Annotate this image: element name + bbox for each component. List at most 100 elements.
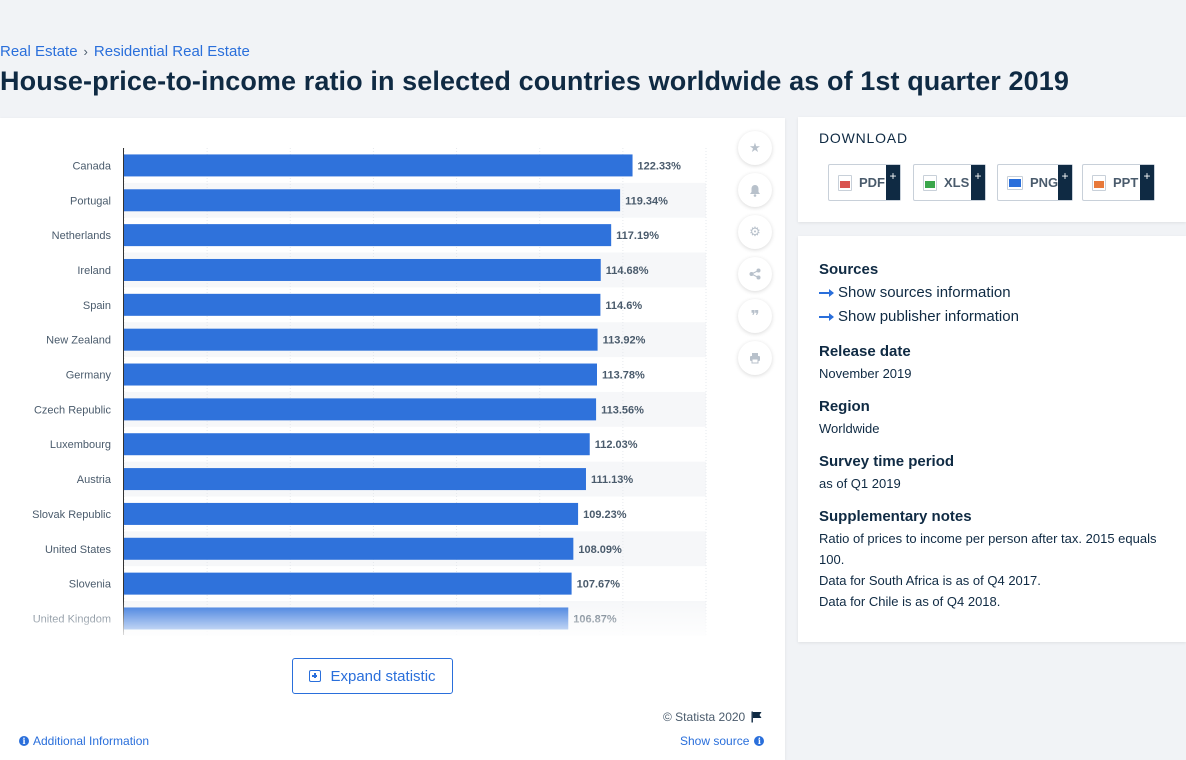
sources-title: Sources: [819, 261, 879, 278]
data-label: 108.09%: [578, 544, 622, 556]
supplementary-notes-label: Supplementary notes: [819, 508, 972, 525]
quote-icon: ❞: [750, 308, 760, 325]
y-tick-label: Canada: [72, 160, 111, 172]
region-value: Worldwide: [819, 421, 880, 436]
release-date-label: Release date: [819, 343, 911, 360]
bar: [124, 363, 597, 386]
page-title: House-price-to-income ratio in selected …: [0, 66, 1069, 96]
plus-icon: +: [971, 165, 985, 200]
y-tick-label: Slovak Republic: [32, 509, 111, 521]
download-title: DOWNLOAD: [819, 130, 908, 146]
bar: [124, 328, 598, 351]
share-button[interactable]: [738, 257, 772, 291]
note-line: Data for South Africa is as of Q4 2017.: [819, 573, 1041, 588]
source-card: Sources Show sources information Show pu…: [798, 236, 1186, 642]
note-line: Ratio of prices to income per person aft…: [819, 531, 1157, 567]
bar: [124, 398, 597, 421]
arrow-right-icon: [819, 288, 834, 297]
show-source-label: Show source: [680, 734, 750, 748]
download-png-button[interactable]: PNG +: [997, 164, 1073, 201]
supplementary-notes: Ratio of prices to income per person aft…: [819, 528, 1164, 612]
bar: [124, 293, 601, 316]
settings-button[interactable]: ⚙: [738, 215, 772, 249]
plus-icon: +: [1140, 165, 1154, 200]
show-publisher-label: Show publisher information: [838, 308, 1019, 325]
data-label: 112.03%: [595, 439, 638, 451]
download-xls-button[interactable]: XLS +: [913, 164, 986, 201]
show-publisher-link[interactable]: Show publisher information: [819, 308, 1019, 325]
pdf-label: PDF: [859, 175, 885, 190]
y-tick-label: Spain: [83, 300, 111, 312]
expand-statistic-button[interactable]: Expand statistic: [292, 658, 453, 694]
data-label: 109.23%: [583, 509, 627, 521]
pdf-file-icon: [838, 174, 852, 191]
copyright-text: © Statista 2020: [663, 710, 746, 724]
share-icon: [749, 268, 761, 280]
y-tick-label: Luxembourg: [50, 439, 111, 451]
breadcrumb-real-estate[interactable]: Real Estate: [0, 43, 78, 60]
copyright: © Statista 2020: [663, 710, 762, 724]
show-sources-link[interactable]: Show sources information: [819, 284, 1011, 301]
show-sources-label: Show sources information: [838, 284, 1011, 301]
ppt-file-icon: [1092, 174, 1106, 191]
download-ppt-button[interactable]: PPT +: [1082, 164, 1155, 201]
data-label: 117.19%: [616, 230, 659, 242]
png-label: PNG: [1030, 175, 1059, 190]
xls-file-icon: [923, 174, 937, 191]
data-label: 119.34%: [625, 195, 668, 207]
y-tick-label: New Zealand: [46, 335, 111, 347]
bar-chart: Canada Portugal Netherlands Ireland Spain New…: [0, 148, 720, 636]
gear-icon: ⚙: [749, 224, 761, 239]
bar: [124, 537, 574, 560]
y-tick-label: Czech Republic: [34, 404, 112, 416]
breadcrumb: Real Estate › Residential Real Estate: [0, 43, 250, 60]
bar: [124, 189, 621, 212]
download-card: DOWNLOAD PDF + XLS + PNG + PPT +: [798, 117, 1186, 222]
show-source-link[interactable]: Show source i: [680, 734, 765, 748]
data-label: 113.78%: [602, 370, 645, 382]
download-pdf-button[interactable]: PDF +: [828, 164, 901, 201]
additional-information-link[interactable]: i Additional Information: [19, 734, 149, 748]
bar: [124, 468, 586, 491]
star-icon: ★: [749, 140, 761, 155]
y-tick-label: Germany: [66, 370, 112, 382]
xls-label: XLS: [944, 175, 970, 190]
info-icon: i: [19, 736, 29, 746]
region-label: Region: [819, 398, 870, 415]
data-label: 113.56%: [601, 404, 644, 416]
data-label: 122.33%: [638, 160, 682, 172]
y-tick-label: Austria: [77, 474, 112, 486]
top-bar: [0, 0, 1186, 36]
arrow-right-icon: [819, 312, 834, 321]
favorite-button[interactable]: ★: [738, 131, 772, 165]
data-label: 111.13%: [591, 474, 633, 486]
plus-icon: +: [886, 165, 900, 200]
breadcrumb-separator-icon: ›: [83, 44, 88, 59]
note-line: Data for Chile is as of Q4 2018.: [819, 594, 1001, 609]
bar: [124, 154, 633, 177]
data-label: 107.67%: [577, 579, 621, 591]
y-tick-label: Portugal: [70, 195, 111, 207]
data-label: 113.92%: [603, 335, 646, 347]
survey-period-value: as of Q1 2019: [819, 476, 901, 491]
y-tick-label: Ireland: [77, 265, 111, 277]
bell-icon: [750, 184, 760, 197]
expand-statistic-label: Expand statistic: [330, 667, 436, 685]
additional-information-label: Additional Information: [33, 734, 150, 748]
notification-button[interactable]: [738, 173, 772, 207]
y-tick-label: Netherlands: [52, 230, 112, 242]
chart-card: Canada Portugal Netherlands Ireland Spain New…: [0, 118, 785, 760]
bar: [124, 224, 612, 247]
cite-button[interactable]: ❞: [738, 299, 772, 333]
bar: [124, 258, 601, 281]
survey-period-label: Survey time period: [819, 453, 955, 470]
breadcrumb-residential-real-estate[interactable]: Residential Real Estate: [93, 43, 250, 60]
print-button[interactable]: [738, 341, 772, 375]
data-label: 114.6%: [605, 300, 642, 312]
plus-square-icon: [309, 670, 322, 682]
png-image-icon: [1007, 175, 1023, 190]
bar: [124, 433, 590, 456]
print-icon: [750, 353, 760, 364]
flag-icon[interactable]: [751, 711, 762, 723]
release-date-value: November 2019: [819, 366, 912, 381]
